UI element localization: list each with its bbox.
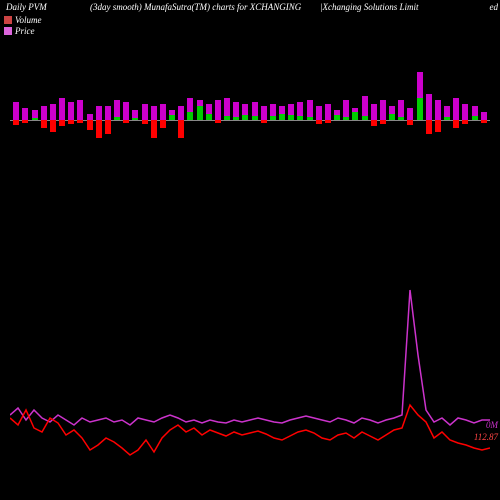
price-bar	[96, 120, 102, 138]
price-bar	[169, 115, 175, 120]
header-right: ed	[490, 2, 499, 12]
volume-bar	[123, 102, 129, 120]
price-bar	[215, 120, 221, 123]
price-chart	[10, 260, 490, 480]
header-left: Daily PVM	[6, 2, 47, 12]
volume-bars	[10, 70, 490, 170]
volume-bar	[151, 106, 157, 120]
volume-bar	[316, 106, 322, 120]
volume-bar	[105, 106, 111, 120]
price-bar	[316, 120, 322, 124]
legend-price: Price	[4, 25, 42, 36]
volume-swatch	[4, 16, 12, 24]
volume-bar	[371, 104, 377, 120]
price-bar	[297, 116, 303, 120]
volume-bar	[380, 100, 386, 120]
volume-bar	[22, 108, 28, 120]
volume-bar	[462, 104, 468, 120]
chart-legend: Volume Price	[4, 14, 42, 36]
volume-bar	[142, 104, 148, 120]
chart-header: Daily PVM (3day smooth) MunafaSutra(TM) …	[0, 2, 500, 16]
volume-bar	[41, 106, 47, 120]
price-bar	[426, 120, 432, 134]
price-bar	[151, 120, 157, 138]
volume-bar	[481, 112, 487, 120]
price-bar	[32, 118, 38, 120]
price-bar	[261, 120, 267, 123]
price-label-2: 112.87	[474, 432, 498, 442]
price-bar	[197, 106, 203, 120]
volume-bar	[261, 106, 267, 120]
price-bar	[417, 98, 423, 120]
line-series-2	[10, 290, 490, 425]
price-bar	[444, 117, 450, 120]
price-bar	[279, 114, 285, 120]
price-bar	[481, 120, 487, 123]
price-bar	[59, 120, 65, 126]
price-bar	[224, 116, 230, 120]
price-bar	[288, 115, 294, 120]
price-bar	[371, 120, 377, 126]
price-bar	[407, 120, 413, 125]
price-bar	[233, 117, 239, 120]
price-bar	[462, 120, 468, 124]
price-bar	[398, 117, 404, 120]
price-bar	[114, 117, 120, 120]
volume-bar	[426, 94, 432, 120]
price-bar	[242, 115, 248, 120]
price-bar	[380, 120, 386, 124]
volume-bar	[178, 106, 184, 120]
price-bar	[105, 120, 111, 134]
volume-bar	[160, 104, 166, 120]
price-bar	[68, 120, 74, 124]
price-bar	[87, 120, 93, 130]
price-bar	[343, 117, 349, 120]
price-bar	[252, 116, 258, 120]
price-bar	[307, 117, 313, 120]
price-bar	[435, 120, 441, 132]
price-bar	[206, 114, 212, 120]
volume-chart	[10, 70, 490, 170]
price-bar	[352, 112, 358, 120]
volume-bar	[68, 102, 74, 120]
price-bar	[160, 120, 166, 128]
line-series-1	[10, 405, 490, 455]
volume-bar	[77, 100, 83, 120]
price-bar	[132, 118, 138, 120]
volume-label: Volume	[15, 15, 42, 25]
price-bar	[142, 120, 148, 124]
price-bar	[50, 120, 56, 132]
volume-bar	[453, 98, 459, 120]
volume-bar	[215, 100, 221, 120]
price-bar	[472, 116, 478, 120]
price-swatch	[4, 27, 12, 35]
volume-bar	[325, 104, 331, 120]
price-bar	[41, 120, 47, 128]
price-bar	[325, 120, 331, 123]
price-bar	[77, 120, 83, 123]
price-bar	[22, 120, 28, 123]
volume-bar	[435, 100, 441, 120]
price-bar	[270, 116, 276, 120]
price-bar	[187, 112, 193, 120]
price-bar	[362, 116, 368, 120]
volume-bar	[96, 106, 102, 120]
header-mid-left: (3day smooth) MunafaSutra(TM) charts for…	[90, 2, 301, 12]
price-bar	[453, 120, 459, 128]
price-bar	[123, 120, 129, 123]
volume-bar	[13, 102, 19, 120]
price-label-1: 0M	[486, 420, 498, 430]
price-bar	[334, 115, 340, 120]
header-mid-right: |Xchanging Solutions Limit	[320, 2, 418, 12]
price-svg	[10, 260, 490, 480]
volume-bar	[407, 108, 413, 120]
price-bar	[178, 120, 184, 138]
price-bar	[13, 120, 19, 125]
volume-bar	[50, 104, 56, 120]
volume-bar	[59, 98, 65, 120]
price-label: Price	[15, 26, 35, 36]
legend-volume: Volume	[4, 14, 42, 25]
price-bar	[389, 114, 395, 120]
